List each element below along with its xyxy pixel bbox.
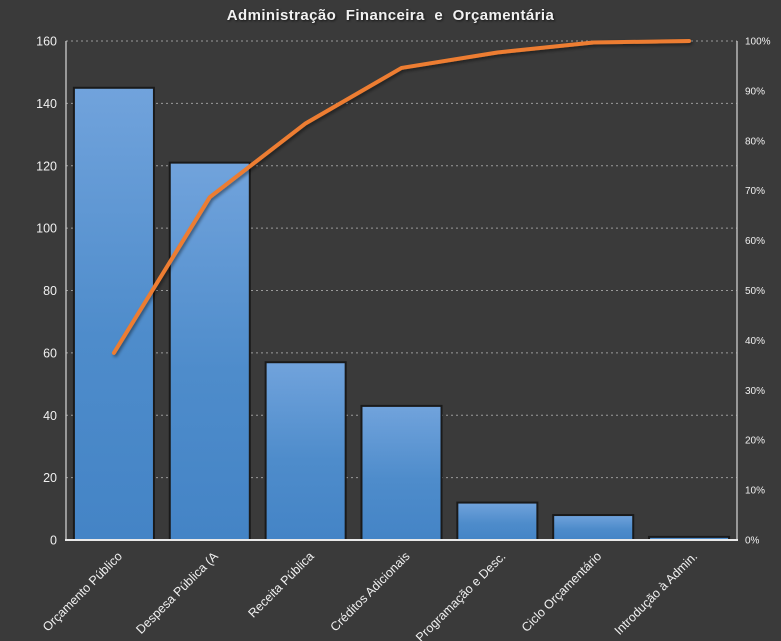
bar xyxy=(456,501,539,542)
left-axis-tick-label: 100 xyxy=(36,222,57,236)
category-label: Despesa Pública (A xyxy=(133,549,221,637)
left-axis-tick-label: 120 xyxy=(36,159,57,173)
left-axis-tick-label: 40 xyxy=(43,409,57,423)
right-axis-tick-label: 50% xyxy=(745,286,765,297)
left-axis-tick-label: 20 xyxy=(43,471,57,485)
right-axis-tick-label: 10% xyxy=(745,486,765,497)
category-label: Orçamento Público xyxy=(40,549,125,634)
left-axis-tick-label: 80 xyxy=(43,284,57,298)
category-label: Receita Pública xyxy=(245,549,316,620)
right-axis-tick-label: 30% xyxy=(745,386,765,397)
bar xyxy=(72,86,155,541)
category-label: Ciclo Orçamentário xyxy=(519,549,605,635)
right-axis-tick-label: 20% xyxy=(745,436,765,447)
right-axis-tick-label: 60% xyxy=(745,236,765,247)
right-axis-tick-label: 40% xyxy=(745,336,765,347)
cumulative-line xyxy=(111,39,692,355)
category-label: Introdução à Admin. xyxy=(612,549,701,638)
right-axis-tick-label: 70% xyxy=(745,186,765,197)
bars-group xyxy=(72,86,731,542)
right-axis-tick-label: 100% xyxy=(745,37,771,48)
right-axis-tick-label: 80% xyxy=(745,136,765,147)
bar xyxy=(360,404,443,541)
axes-group xyxy=(65,41,738,541)
left-axis-tick-label: 0 xyxy=(50,534,57,548)
cumulative-line-group xyxy=(111,39,692,355)
right-axis-tick-label: 0% xyxy=(745,536,760,547)
left-axis-tick-label: 140 xyxy=(36,97,57,111)
left-axis-tick-label: 160 xyxy=(36,35,57,49)
chart-title: Administração Financeira e Orçamentária xyxy=(226,7,555,24)
category-label: Programação e Desc. xyxy=(413,549,508,641)
bar xyxy=(168,161,251,541)
bar xyxy=(552,514,635,541)
category-label: Créditos Adicionais xyxy=(328,549,413,634)
left-axis-tick-label: 60 xyxy=(43,346,57,360)
bar xyxy=(264,361,347,542)
right-axis-tick-label: 90% xyxy=(745,86,765,97)
